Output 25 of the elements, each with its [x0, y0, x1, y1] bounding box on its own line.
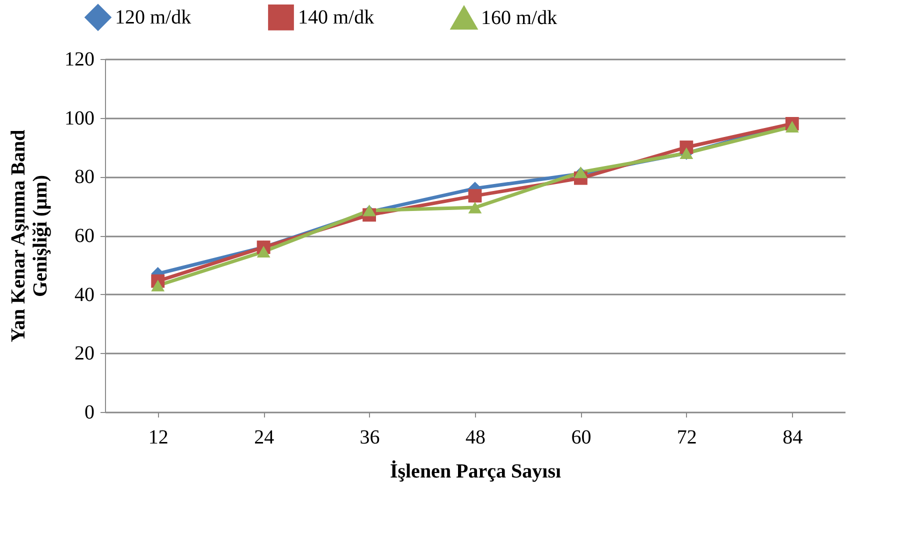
y-tick-label: 0: [84, 402, 94, 424]
x-tick-label: 36: [360, 426, 380, 448]
x-axis-title: İşlenen Parça Sayısı: [390, 460, 562, 482]
y-axis-title: Yan Kenar Aşınma Band Genişliği (µm): [8, 130, 52, 342]
x-tick-label: 48: [466, 426, 486, 448]
point: [151, 280, 165, 292]
x-tick-label: 84: [782, 426, 803, 448]
legend-label: 140 m/dk: [298, 6, 374, 28]
point: [785, 120, 799, 132]
legend-label: 120 m/dk: [115, 6, 192, 28]
x-tick-label: 24: [254, 426, 274, 448]
x-tick-label: 12: [148, 426, 168, 448]
y-tick-label: 20: [74, 342, 94, 365]
y-tick-label: 120: [64, 48, 94, 70]
y-tick-label: 80: [74, 166, 94, 188]
x-tick-label: 72: [676, 426, 697, 448]
y-tick-label: 40: [74, 284, 94, 306]
point: [362, 204, 376, 216]
legend-label: 160 m/dk: [481, 7, 558, 30]
y-tick-label: 100: [64, 107, 94, 130]
x-tick-label: 60: [571, 426, 592, 448]
y-tick-label: 60: [74, 225, 94, 247]
point: [468, 189, 482, 202]
point: [256, 246, 270, 258]
point: [468, 202, 482, 214]
